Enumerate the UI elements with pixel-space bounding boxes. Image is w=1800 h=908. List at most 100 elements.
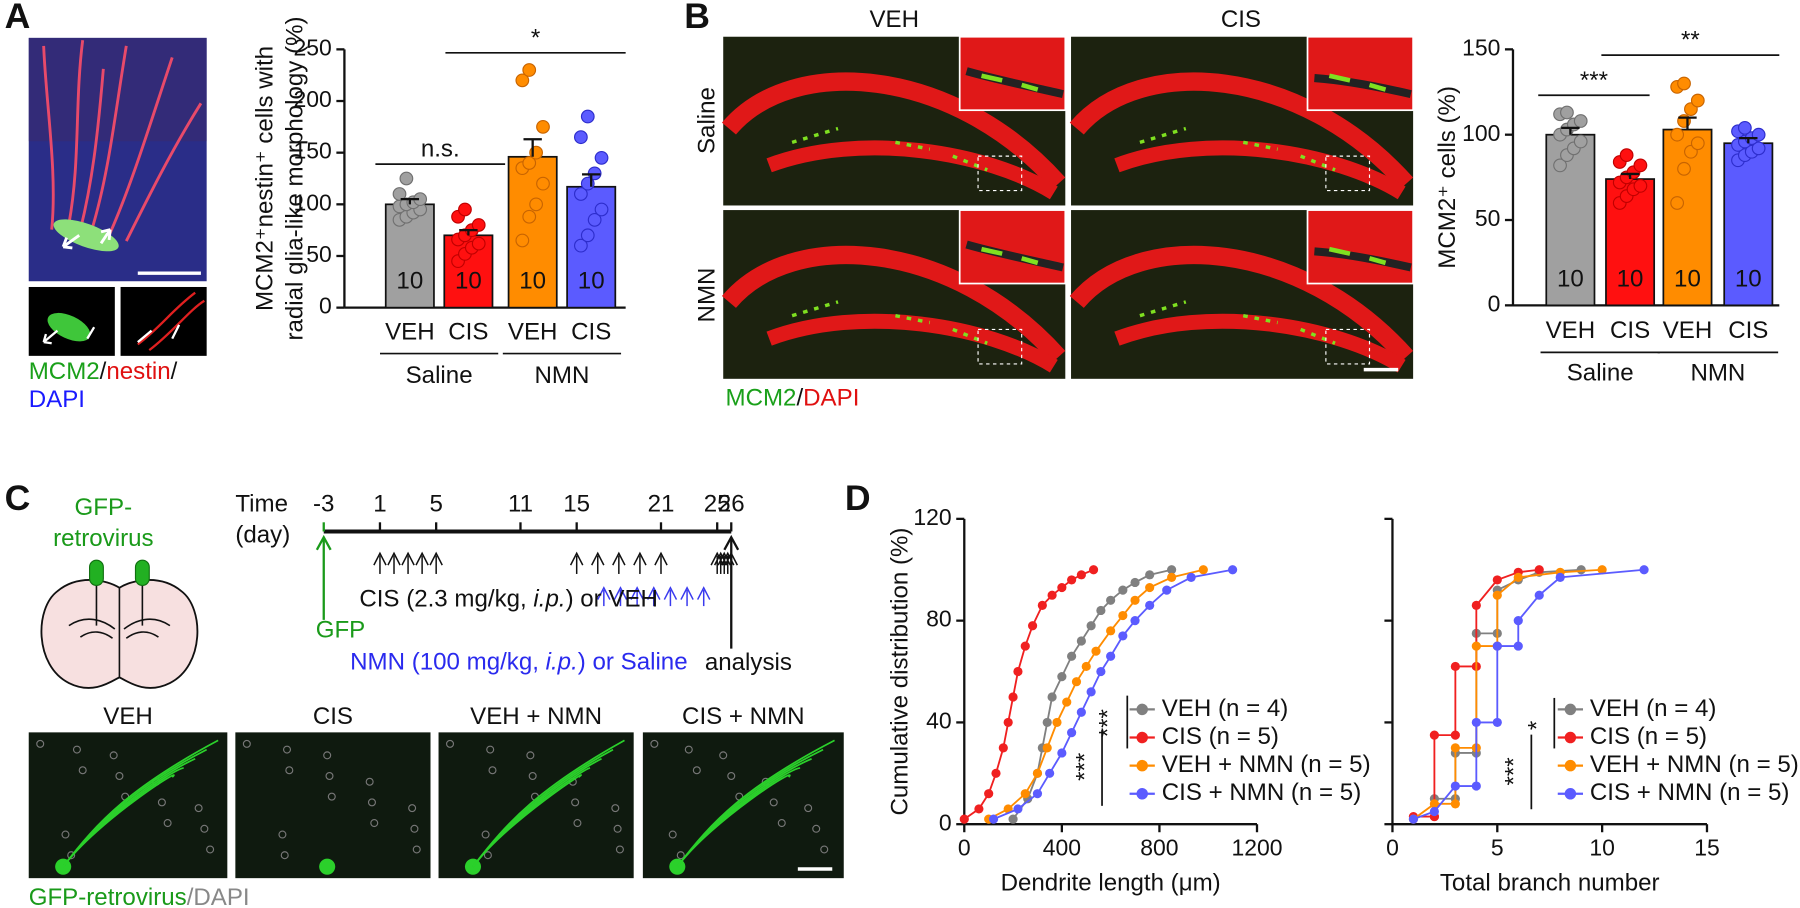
x-tick-label: CIS — [1610, 317, 1650, 344]
y-axis-label: Cumulative distribution (%) — [887, 528, 914, 816]
inset-box — [977, 155, 1023, 192]
day-label: 25 — [704, 490, 731, 517]
separator: / — [100, 358, 107, 385]
data-point — [1118, 585, 1128, 595]
data-point — [471, 236, 486, 251]
x-tick-label: CIS — [448, 318, 488, 345]
y-tick-label: 150 — [1462, 34, 1500, 60]
legend-marker — [1564, 703, 1577, 716]
legend-label: VEH + NMN (n = 5) — [1590, 751, 1799, 778]
x-tick-label: 5 — [1491, 835, 1504, 861]
data-point — [1076, 636, 1086, 646]
injection-arrow-head — [633, 551, 647, 566]
y-tick-label: 80 — [926, 606, 952, 632]
data-point — [1670, 196, 1685, 210]
data-point — [1081, 661, 1091, 672]
nucleus — [611, 804, 620, 813]
stain-name: nestin — [106, 358, 170, 385]
panel-label: C — [5, 478, 31, 518]
nucleus — [327, 792, 336, 801]
day-label: 26 — [718, 490, 745, 517]
injection-arrow-head — [680, 586, 694, 600]
data-point — [1130, 616, 1140, 626]
injection-arrow-head — [597, 586, 611, 600]
error-bar — [459, 229, 478, 236]
n-label: 10 — [1735, 265, 1762, 292]
legend-marker — [1136, 703, 1148, 716]
text-part: CIS (2.3 mg/kg, — [359, 586, 533, 613]
day-label: 5 — [429, 490, 442, 517]
data-point — [1032, 789, 1043, 799]
injection-arrow-head — [415, 551, 429, 566]
group-label: NMN — [535, 362, 590, 389]
legend-label: CIS + NMN (n = 5) — [1590, 779, 1789, 806]
legend-label: CIS (n = 5) — [1590, 723, 1707, 750]
stain-name: GFP-retrovirus — [29, 884, 187, 908]
micrographs-b — [721, 35, 1414, 379]
legend-label: CIS + NMN (n = 5) — [1162, 779, 1362, 806]
nucleus — [812, 824, 821, 833]
stain-label: GFP-retrovirus/DAPI — [29, 884, 250, 908]
data-point — [1118, 631, 1128, 641]
x-tick-label: 1200 — [1231, 835, 1282, 861]
data-point — [1052, 717, 1062, 728]
data-point — [998, 743, 1008, 753]
data-point — [1555, 572, 1565, 582]
injection-arrow-head — [429, 551, 443, 566]
data-point — [1086, 621, 1096, 631]
data-point — [1091, 646, 1101, 656]
data-point — [1492, 590, 1502, 600]
gfp-label: GFP — [316, 617, 366, 644]
data-point — [1106, 626, 1116, 636]
nucleus — [408, 804, 417, 813]
nucleus — [486, 745, 495, 754]
analysis-arrow-head — [723, 534, 740, 551]
day-label: -3 — [313, 490, 334, 517]
dendrite — [472, 774, 582, 868]
data-point — [536, 119, 550, 134]
data-point — [1086, 687, 1096, 697]
nucleus — [278, 830, 287, 839]
treatment-label: CIS (2.3 mg/kg, i.p.) or VEH — [359, 586, 658, 613]
data-point — [1071, 677, 1082, 687]
data-point — [1573, 114, 1588, 128]
cell-layer — [766, 313, 1058, 373]
error-bar — [582, 173, 601, 187]
stain-name: MCM2 — [726, 385, 797, 412]
nucleus — [282, 745, 292, 754]
inset-box — [1325, 155, 1371, 192]
stain-label: MCM2/DAPI — [726, 385, 860, 412]
data-point — [1492, 717, 1502, 728]
data-point — [1619, 148, 1634, 163]
dendrite — [676, 774, 791, 868]
x-tick-label: VEH — [385, 318, 435, 345]
nucleus — [115, 771, 124, 781]
nucleus — [157, 798, 166, 807]
data-point — [1067, 728, 1077, 738]
separator: / — [796, 385, 803, 412]
data-point — [974, 804, 984, 814]
n-label: 10 — [1557, 265, 1584, 292]
nucleus — [206, 845, 215, 854]
inset-cells — [981, 246, 1039, 266]
data-point — [1008, 692, 1018, 702]
series-line — [1012, 568, 1172, 820]
data-point — [1492, 641, 1502, 651]
data-point — [1513, 616, 1523, 626]
cell-layer — [1114, 313, 1406, 373]
data-point — [1471, 781, 1481, 791]
separator: / — [187, 884, 194, 908]
data-point — [1737, 120, 1752, 135]
x-tick-label: 0 — [1386, 835, 1399, 861]
data-point — [1450, 661, 1460, 672]
injection-arrow-head — [569, 551, 584, 566]
nucleus — [615, 845, 624, 854]
n-label: 10 — [1674, 265, 1701, 292]
nucleus — [285, 766, 294, 775]
nucleus — [163, 819, 172, 828]
y-tick-label: 50 — [1475, 205, 1501, 231]
x-tick-label: 400 — [1043, 835, 1081, 861]
group-label: Saline — [1567, 360, 1634, 387]
